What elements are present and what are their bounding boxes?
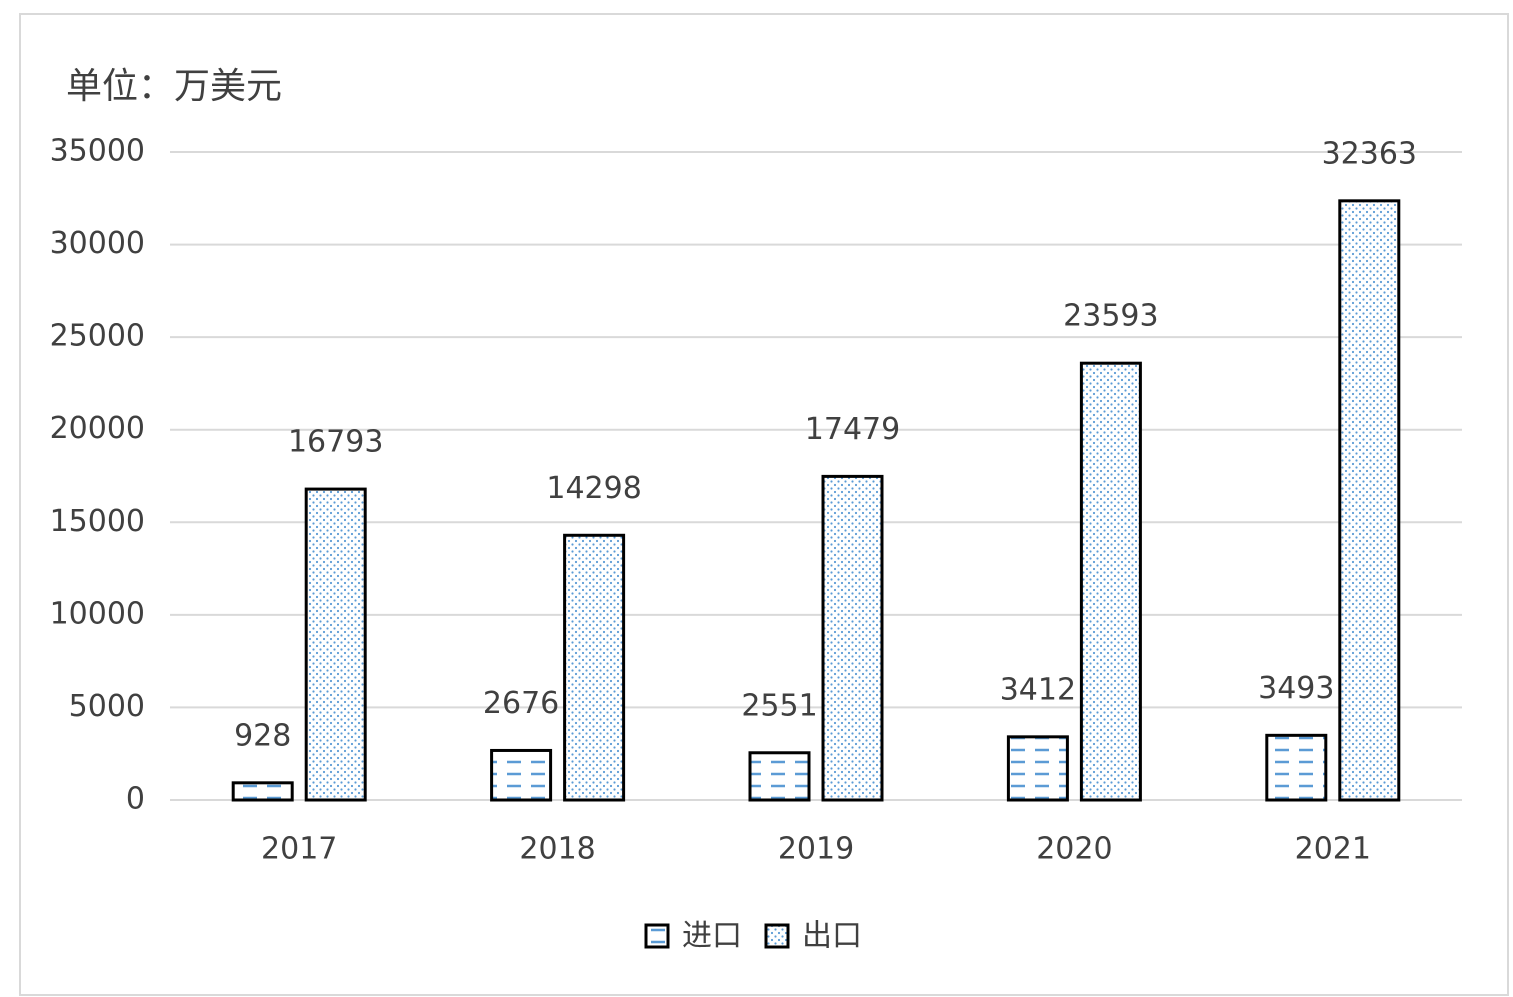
y-tick-label: 0 [126, 782, 145, 817]
bar [1006, 735, 1069, 802]
y-tick-label: 25000 [50, 319, 145, 354]
chart-border [19, 13, 1509, 996]
data-label: 3493 [1258, 671, 1334, 706]
data-label: 2551 [741, 688, 817, 723]
y-tick-label: 30000 [50, 226, 145, 261]
data-label: 3412 [1000, 672, 1076, 707]
bar [563, 533, 626, 802]
bar [1265, 733, 1328, 802]
x-tick-label: 2017 [261, 832, 337, 867]
y-tick-label: 20000 [50, 411, 145, 446]
data-label: 14298 [546, 471, 641, 506]
legend-swatch [644, 923, 670, 949]
bar [748, 751, 811, 802]
data-label: 23593 [1063, 299, 1158, 334]
y-tick-label: 35000 [50, 134, 145, 169]
bar [231, 781, 294, 802]
data-label: 16793 [288, 425, 383, 460]
legend-swatch [764, 923, 790, 949]
y-tick-label: 5000 [69, 689, 145, 724]
bar [821, 474, 884, 802]
legend-label: 进口 [682, 919, 742, 954]
x-tick-label: 2021 [1295, 832, 1371, 867]
x-tick-label: 2018 [519, 832, 595, 867]
x-tick-label: 2020 [1036, 832, 1112, 867]
bar [1338, 199, 1401, 802]
data-label: 32363 [1322, 136, 1417, 171]
legend-label: 出口 [802, 919, 862, 954]
y-tick-label: 15000 [50, 504, 145, 539]
bar [304, 487, 367, 802]
bar [490, 748, 553, 802]
data-label: 2676 [483, 686, 559, 721]
y-axis-label: 单位：万美元 [66, 66, 282, 107]
data-label: 17479 [805, 412, 900, 447]
data-label: 928 [234, 718, 291, 753]
y-tick-label: 10000 [50, 596, 145, 631]
x-tick-label: 2019 [778, 832, 854, 867]
bar [1079, 361, 1142, 802]
